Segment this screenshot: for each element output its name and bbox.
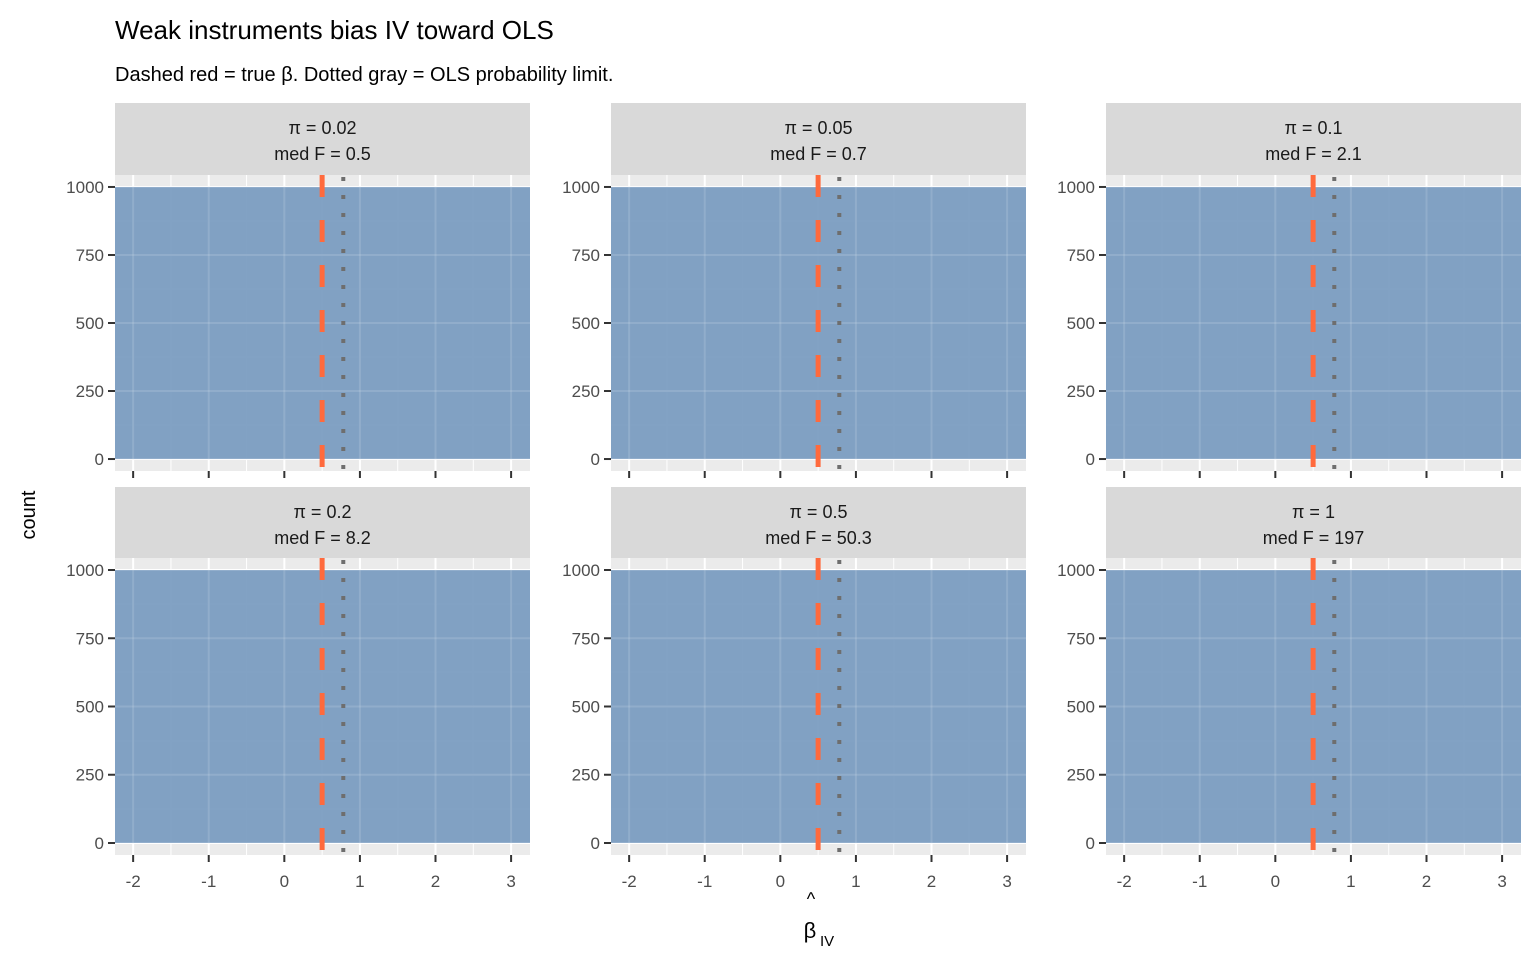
facet-strip <box>115 487 530 558</box>
facet-strip-label-f: med F = 2.1 <box>1265 144 1362 164</box>
y-tick-label: 1000 <box>66 561 104 580</box>
y-tick-label: 250 <box>76 382 104 401</box>
y-tick-label: 500 <box>572 314 600 333</box>
y-tick-label: 250 <box>1067 382 1095 401</box>
y-axis-label: count <box>18 490 40 539</box>
facet-strip <box>611 103 1026 175</box>
y-tick-label: 500 <box>1067 314 1095 333</box>
y-tick-label: 0 <box>95 450 104 469</box>
facet-strip-label-pi: π = 0.1 <box>1285 118 1343 138</box>
facet-panel: π = 0.5 med F = 50.3 0 250 500 750 1000 -2 -1 0 1 2… <box>562 487 1026 891</box>
y-tick-label: 0 <box>591 450 600 469</box>
x-tick-label: 2 <box>1422 872 1431 891</box>
x-tick-label: 0 <box>280 872 289 891</box>
x-tick-label: 0 <box>776 872 785 891</box>
y-tick-label: 750 <box>76 629 104 648</box>
y-tick-label: 1000 <box>562 561 600 580</box>
facet-strip-label-f: med F = 197 <box>1263 528 1365 548</box>
y-tick-label: 0 <box>95 834 104 853</box>
facet-strip-label-pi: π = 0.02 <box>289 118 357 138</box>
y-tick-label: 250 <box>1067 766 1095 785</box>
x-axis-label-subscript: IV <box>820 933 834 950</box>
x-tick-label: 2 <box>927 872 936 891</box>
y-tick-label: 250 <box>572 766 600 785</box>
x-tick-label: -1 <box>697 872 712 891</box>
x-axis-label: β <box>804 918 817 943</box>
facet-strip-label-f: med F = 50.3 <box>765 528 872 548</box>
x-tick-label: 1 <box>355 872 364 891</box>
y-tick-label: 500 <box>1067 698 1095 717</box>
y-tick-label: 750 <box>76 246 104 265</box>
facet-panel: π = 0.05 med F = 0.7 0 250 500 750 1000 <box>562 103 1026 478</box>
y-tick-label: 750 <box>572 246 600 265</box>
facet-panel: π = 0.1 med F = 2.1 0 250 500 750 1000 <box>1057 103 1521 478</box>
facet-strip <box>115 103 530 175</box>
y-tick-label: 0 <box>1086 450 1095 469</box>
y-tick-label: 750 <box>572 629 600 648</box>
facet-strip-label-pi: π = 1 <box>1292 502 1335 522</box>
x-tick-label: -1 <box>201 872 216 891</box>
x-tick-label: 3 <box>1497 872 1506 891</box>
facet-strip-label-f: med F = 8.2 <box>274 528 371 548</box>
x-axis-label-hat: ^ <box>807 889 816 909</box>
x-tick-label: -1 <box>1192 872 1207 891</box>
x-tick-label: 2 <box>431 872 440 891</box>
facet-strip <box>1106 487 1521 558</box>
y-tick-label: 750 <box>1067 629 1095 648</box>
y-tick-label: 1000 <box>66 178 104 197</box>
x-tick-label: 1 <box>1346 872 1355 891</box>
y-tick-label: 1000 <box>562 178 600 197</box>
y-tick-label: 500 <box>572 698 600 717</box>
x-tick-label: 3 <box>506 872 515 891</box>
chart-subtitle: Dashed red = true β. Dotted gray = OLS p… <box>115 64 613 86</box>
facet-strip <box>1106 103 1521 175</box>
facet-panel: π = 0.2 med F = 8.2 0 250 500 750 1000 -2 -1 0 1 2 3 <box>66 487 530 891</box>
y-tick-label: 500 <box>76 314 104 333</box>
x-tick-label: -2 <box>1117 872 1132 891</box>
y-tick-label: 500 <box>76 698 104 717</box>
y-tick-label: 750 <box>1067 246 1095 265</box>
facet-strip-label-pi: π = 0.05 <box>785 118 853 138</box>
x-tick-label: 0 <box>1271 872 1280 891</box>
y-tick-label: 0 <box>1086 834 1095 853</box>
facet-strip-label-pi: π = 0.5 <box>790 502 848 522</box>
facet-panel: π = 0.02 med F = 0.5 0 250 500 750 1000 <box>66 103 530 478</box>
x-tick-label: 3 <box>1002 872 1011 891</box>
facet-strip-label-f: med F = 0.7 <box>770 144 867 164</box>
facet-strip-label-pi: π = 0.2 <box>294 502 352 522</box>
facet-panel: π = 1 med F = 197 0 250 500 750 1000 -2 -1 0 1 2 3 <box>1057 487 1521 891</box>
y-tick-label: 250 <box>76 766 104 785</box>
y-tick-label: 1000 <box>1057 178 1095 197</box>
facet-strip <box>611 487 1026 558</box>
y-tick-label: 0 <box>591 834 600 853</box>
x-tick-label: -2 <box>126 872 141 891</box>
x-tick-label: 1 <box>851 872 860 891</box>
facet-strip-label-f: med F = 0.5 <box>274 144 371 164</box>
y-tick-label: 250 <box>572 382 600 401</box>
x-tick-label: -2 <box>622 872 637 891</box>
chart-title: Weak instruments bias IV toward OLS <box>115 15 554 45</box>
y-tick-label: 1000 <box>1057 561 1095 580</box>
